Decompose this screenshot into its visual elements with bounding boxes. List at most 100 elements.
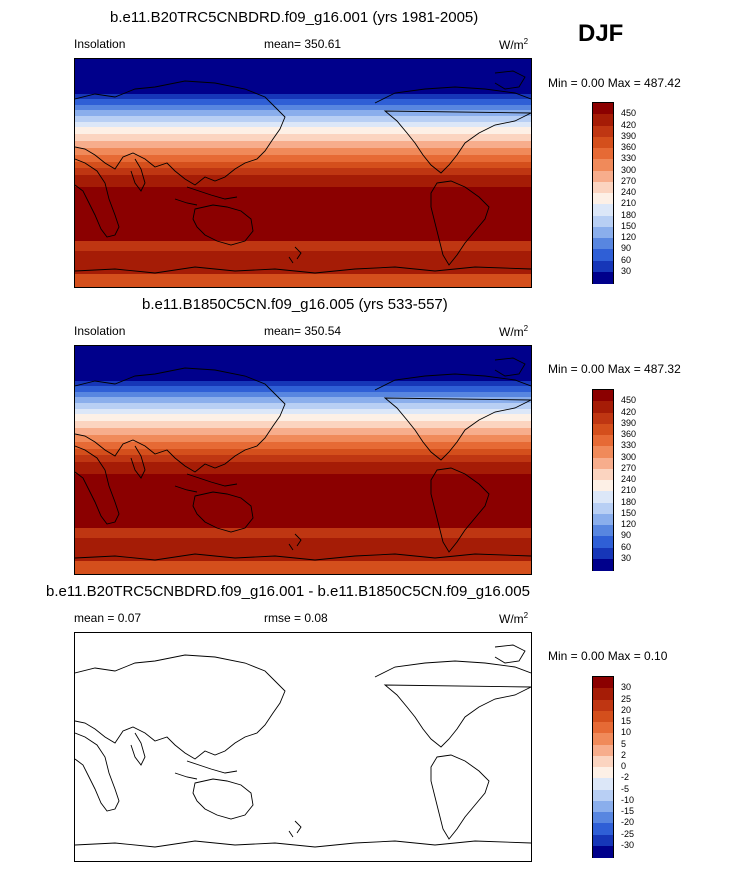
panel1-units: W/m2: [499, 37, 529, 52]
insolation-band: [75, 391, 531, 398]
coastline-path: [192, 778, 254, 820]
insolation-band: [75, 385, 531, 393]
colorbar-cell: [593, 722, 613, 734]
colorbar-tick-label: 20: [621, 704, 632, 715]
colorbar-tick-label: 240: [621, 474, 637, 484]
colorbar-cell: [593, 502, 613, 515]
colorbar-tick-label: -2: [621, 772, 630, 783]
panel3-minmax: Min = 0.00 Max = 0.10: [548, 649, 668, 663]
insolation-band: [75, 59, 531, 95]
coastline-path: [192, 204, 254, 246]
insolation-band: [75, 110, 531, 117]
colorbar-tick-label: 270: [621, 462, 637, 473]
panel1-colorbar: 450 420 390 360 330 300 270 240 210 180 150 120 90 60…: [592, 102, 636, 284]
coastline-overlay: [75, 357, 531, 561]
colorbar-cell: [593, 468, 613, 481]
colorbar-tick-label: 450: [621, 395, 637, 406]
insolation-band: [75, 448, 531, 456]
colorbar-cell: [593, 677, 613, 689]
insolation-band: [75, 147, 531, 156]
colorbar-tick-label: 300: [621, 451, 637, 462]
colorbar-cell: [593, 215, 613, 228]
insolation-band: [75, 434, 531, 443]
panel3-units: W/m2: [499, 611, 529, 626]
colorbar-tick-label: 60: [621, 541, 632, 552]
colorbar-tick-label: 360: [621, 429, 637, 439]
insolation-band: [75, 127, 531, 135]
coastline-path: [174, 473, 238, 493]
insolation-band: [75, 455, 531, 463]
colorbar-tick-label: 390: [621, 130, 637, 141]
colorbar-cell: [593, 260, 613, 273]
panel1-map: [74, 58, 532, 288]
colorbar-cell: [593, 159, 613, 171]
panel1-minmax: Min = 0.00 Max = 487.42: [548, 76, 681, 90]
coastline-path: [374, 660, 531, 748]
colorbar-cell: [593, 390, 613, 402]
insolation-band: [75, 528, 531, 538]
colorbar-cell: [593, 103, 613, 115]
colorbar-cell: [593, 800, 613, 813]
colorbar-cell: [593, 834, 613, 847]
insolation-band: [75, 421, 531, 429]
colorbar-tick-label: 60: [621, 254, 632, 265]
colorbar-tick-label: 330: [621, 440, 637, 451]
colorbar-tick-label: -5: [621, 783, 630, 794]
panel2-title: b.e11.B1850C5CN.f09_g16.005 (yrs 533-557…: [142, 296, 448, 313]
colorbar-tick-label: -30: [621, 839, 635, 850]
insolation-band: [75, 414, 531, 422]
insolation-band: [75, 94, 531, 100]
colorbar-tick-label: 30: [621, 682, 632, 693]
colorbar-cell: [593, 148, 613, 160]
insolation-band: [75, 537, 531, 562]
panel1-title: b.e11.B20TRC5CNBDRD.f09_g16.001 (yrs 198…: [110, 9, 479, 26]
insolation-band: [75, 381, 531, 387]
colorbar-cell: [593, 249, 613, 261]
coastline-path: [75, 158, 120, 238]
colorbar-tick-label: 390: [621, 417, 637, 428]
insolation-band: [75, 561, 531, 574]
coastline-path: [75, 266, 531, 274]
colorbar-tick-label: 120: [621, 232, 637, 242]
coastline-path: [374, 373, 531, 461]
coastline-path: [75, 445, 120, 525]
coastline-path: [430, 467, 490, 553]
colorbar-cell: [593, 136, 613, 149]
coastline-path: [288, 820, 302, 838]
colorbar-cell: [593, 525, 613, 537]
colorbar-tick-label: 150: [621, 507, 637, 518]
colorbar-tick-label: 15: [621, 716, 632, 726]
colorbar-cell: [593, 744, 613, 757]
panel2-mean: mean= 350.54: [264, 324, 342, 338]
colorbar-cell: [593, 755, 613, 768]
season-label: DJF: [578, 20, 624, 47]
insolation-band: [75, 441, 531, 450]
insolation-band: [75, 154, 531, 163]
colorbar-cell: [593, 238, 613, 250]
colorbar-cell: [593, 412, 613, 425]
coastline-overlay: [75, 644, 531, 848]
colorbar-tick-label: 240: [621, 187, 637, 197]
insolation-band: [75, 250, 531, 275]
coastline-path: [130, 158, 146, 192]
panel1-mean: mean= 350.61: [264, 37, 342, 51]
colorbar-tick-label: 420: [621, 406, 637, 417]
colorbar-cell: [593, 710, 613, 723]
colorbar-tick-label: 300: [621, 164, 637, 175]
colorbar-tick-label: -25: [621, 828, 635, 839]
insolation-band: [75, 175, 531, 188]
panel1-variable-label: Insolation: [74, 37, 126, 51]
colorbar-cell: [593, 423, 613, 436]
coastline-overlay: [75, 70, 531, 274]
colorbar-cell: [593, 513, 613, 526]
colorbar-tick-label: 150: [621, 220, 637, 231]
insolation-band: [75, 462, 531, 475]
panel3-title: b.e11.B20TRC5CNBDRD.f09_g16.001 - b.e11.…: [46, 583, 530, 600]
coastline-path: [288, 533, 302, 551]
colorbar-cell: [593, 733, 613, 745]
coastline-path: [192, 491, 254, 533]
coastline-path: [75, 654, 286, 760]
colorbar-cell: [593, 435, 613, 447]
colorbar-tick-label: 30: [621, 552, 632, 563]
colorbar-tick-label: 2: [621, 749, 627, 760]
